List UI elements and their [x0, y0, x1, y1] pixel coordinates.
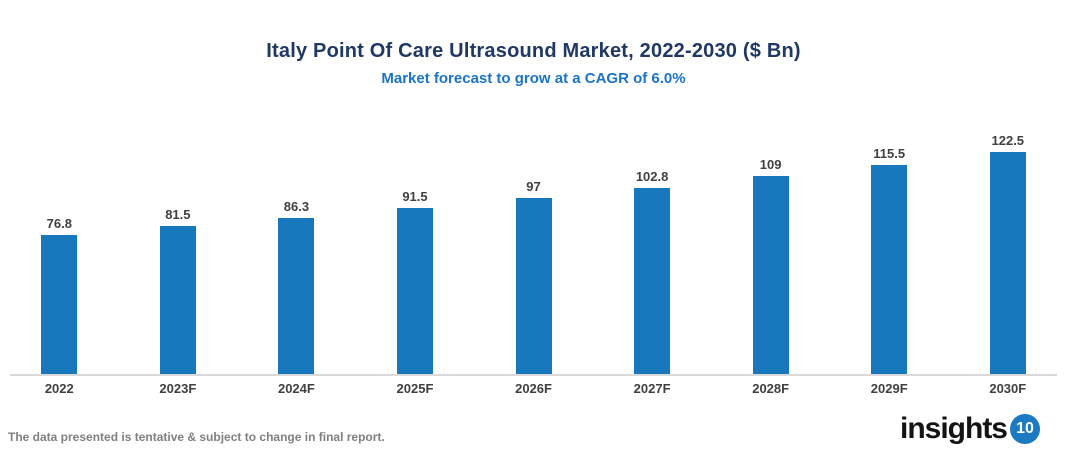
plot-area: 76.8 81.5 86.3 91.5 97 102.8 109 115.5 122.5	[0, 129, 1067, 374]
bar-slot: 81.5	[119, 207, 238, 374]
bar-value-label: 115.5	[873, 146, 906, 161]
bar	[278, 218, 315, 374]
logo-text: insights	[899, 412, 1008, 445]
bar	[752, 176, 789, 374]
logo-badge-circle: 10	[1010, 414, 1040, 444]
x-axis-label: 2022	[44, 381, 74, 396]
bar-slot: 97	[474, 179, 593, 374]
bar-slot: 122.5	[949, 133, 1067, 374]
x-axis-label: 2023F	[159, 381, 197, 396]
bar-value-label: 109	[759, 157, 782, 172]
chart-subtitle: Market forecast to grow at a CAGR of 6.0…	[381, 70, 686, 87]
bar	[515, 198, 552, 374]
bar	[989, 152, 1026, 374]
bar	[634, 188, 671, 374]
x-axis-label: 2025F	[396, 381, 434, 396]
bar-value-label: 97	[526, 179, 541, 194]
bar-value-label: 81.5	[165, 207, 191, 222]
bar	[159, 226, 196, 374]
insights10-logo: insights 10	[900, 414, 1040, 444]
bar-slot: 86.3	[237, 199, 356, 374]
bar	[871, 165, 908, 374]
bar	[396, 208, 433, 374]
bar-value-label: 76.8	[46, 216, 72, 231]
bar	[41, 235, 78, 374]
x-axis-label: 2026F	[515, 381, 552, 396]
bar-slot: 76.8	[0, 216, 119, 374]
x-axis-labels: 2022 2023F 2024F 2025F 2026F 2027F 2028F 2029F 2…	[0, 381, 1067, 396]
bar-value-label: 122.5	[991, 133, 1025, 148]
bar-slot: 115.5	[830, 146, 949, 374]
x-axis-label: 2028F	[752, 381, 790, 396]
x-axis-label: 2024F	[277, 381, 315, 396]
bar-slot: 102.8	[593, 169, 712, 374]
chart-title: Italy Point Of Care Ultrasound Market, 2…	[266, 40, 801, 62]
disclaimer-text: The data presented is tentative & subjec…	[8, 430, 385, 444]
bar-value-label: 102.8	[635, 169, 669, 184]
x-axis-label: 2029F	[870, 381, 908, 396]
x-axis-label: 2027F	[633, 381, 671, 396]
bar-slot: 91.5	[356, 189, 475, 374]
bar-value-label: 86.3	[283, 199, 310, 214]
bar-chart: 76.8 81.5 86.3 91.5 97 102.8 109 115.5 122.5 202…	[0, 129, 1067, 396]
x-axis-line	[10, 374, 1057, 376]
x-axis-label: 2030F	[989, 381, 1027, 396]
bar-value-label: 91.5	[402, 189, 428, 204]
bar-slot: 109	[711, 157, 830, 374]
